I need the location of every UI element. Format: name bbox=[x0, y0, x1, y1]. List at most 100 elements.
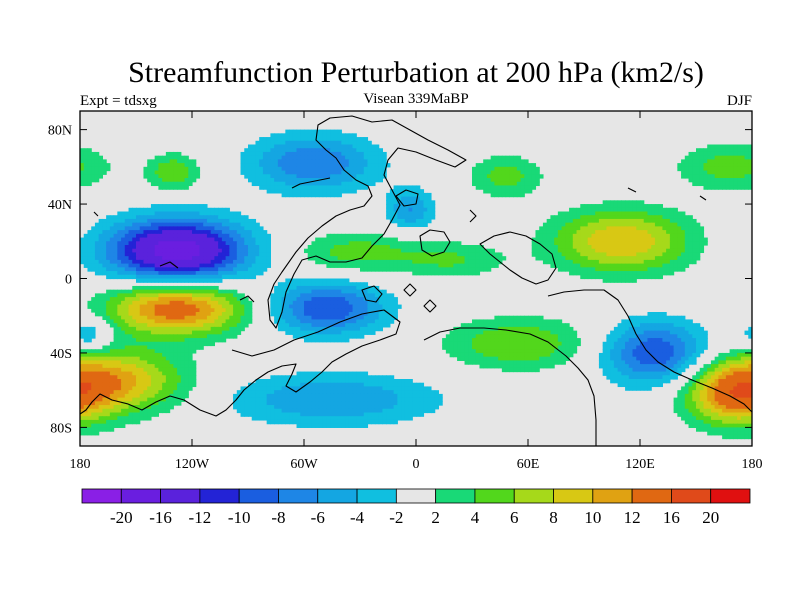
field-cell bbox=[210, 226, 215, 231]
field-cell bbox=[501, 155, 507, 160]
field-cell bbox=[124, 319, 130, 324]
field-cell bbox=[479, 166, 484, 172]
field-cell bbox=[360, 293, 365, 298]
field-cell bbox=[684, 222, 690, 227]
field-cell bbox=[292, 192, 298, 198]
field-cell bbox=[468, 345, 473, 350]
field-cell bbox=[610, 222, 615, 227]
field-cell bbox=[360, 248, 365, 254]
field-cell bbox=[143, 341, 148, 347]
field-cell bbox=[270, 189, 275, 194]
field-cell bbox=[180, 185, 186, 190]
field-cell bbox=[341, 155, 346, 160]
field-cell bbox=[565, 222, 570, 227]
field-cell bbox=[289, 289, 294, 294]
field-cell bbox=[139, 230, 145, 235]
field-cell bbox=[382, 163, 387, 168]
field-cell bbox=[109, 345, 115, 350]
field-cell bbox=[572, 233, 578, 239]
field-cell bbox=[132, 226, 137, 231]
field-cell bbox=[666, 338, 671, 343]
field-cell bbox=[188, 215, 193, 220]
field-cell bbox=[192, 222, 197, 227]
field-cell bbox=[688, 233, 693, 239]
field-cell bbox=[740, 166, 746, 172]
field-cell bbox=[124, 334, 130, 339]
field-cell bbox=[718, 170, 723, 175]
field-cell bbox=[147, 245, 152, 250]
field-cell bbox=[91, 166, 96, 172]
field-cell bbox=[662, 230, 667, 235]
field-cell bbox=[87, 334, 92, 339]
field-cell bbox=[169, 163, 174, 168]
field-cell bbox=[509, 189, 514, 194]
field-cell bbox=[113, 263, 118, 268]
field-cell bbox=[423, 211, 428, 216]
field-cell bbox=[371, 267, 376, 272]
field-cell bbox=[274, 319, 279, 324]
field-cell bbox=[83, 174, 89, 179]
field-cell bbox=[289, 319, 294, 324]
field-cell bbox=[117, 315, 122, 321]
field-cell bbox=[419, 211, 425, 216]
field-cell bbox=[643, 330, 649, 335]
field-cell bbox=[654, 204, 660, 209]
field-cell bbox=[457, 345, 462, 350]
field-cell bbox=[513, 330, 518, 335]
field-cell bbox=[289, 144, 294, 149]
field-cell bbox=[345, 233, 350, 239]
field-cell bbox=[248, 267, 253, 272]
field-cell bbox=[703, 338, 708, 343]
field-cell bbox=[109, 300, 115, 306]
field-cell bbox=[311, 140, 316, 146]
field-cell bbox=[169, 218, 174, 224]
field-cell bbox=[542, 222, 548, 227]
field-cell bbox=[348, 300, 354, 306]
field-cell bbox=[173, 237, 178, 242]
field-cell bbox=[613, 237, 619, 242]
field-cell bbox=[348, 151, 354, 157]
field-cell bbox=[180, 248, 186, 254]
field-cell bbox=[106, 163, 111, 168]
field-cell bbox=[248, 222, 253, 227]
field-cell bbox=[356, 300, 361, 306]
field-cell bbox=[371, 151, 376, 157]
field-cell bbox=[147, 159, 152, 164]
field-cell bbox=[199, 226, 204, 231]
field-cell bbox=[173, 330, 178, 335]
field-cell bbox=[102, 170, 107, 175]
field-cell bbox=[654, 207, 660, 213]
field-cell bbox=[501, 330, 507, 335]
field-cell bbox=[251, 166, 257, 172]
field-cell bbox=[569, 207, 574, 213]
field-cell bbox=[165, 248, 171, 254]
field-cell bbox=[106, 259, 111, 265]
field-cell bbox=[289, 282, 294, 287]
field-cell bbox=[173, 233, 178, 239]
field-cell bbox=[374, 300, 380, 306]
field-cell bbox=[162, 326, 167, 332]
field-cell bbox=[654, 215, 660, 220]
field-cell bbox=[509, 163, 514, 168]
field-cell bbox=[285, 278, 290, 283]
field-cell bbox=[636, 330, 641, 335]
field-cell bbox=[154, 326, 159, 332]
field-cell bbox=[337, 137, 342, 142]
field-cell bbox=[569, 215, 574, 220]
field-cell bbox=[460, 263, 466, 268]
field-cell bbox=[307, 174, 313, 179]
field-cell bbox=[374, 323, 380, 328]
field-cell bbox=[505, 330, 510, 335]
field-cell bbox=[464, 267, 469, 272]
field-cell bbox=[251, 248, 257, 254]
field-cell bbox=[729, 155, 734, 160]
field-cell bbox=[692, 159, 697, 164]
field-cell bbox=[613, 200, 619, 205]
field-cell bbox=[647, 259, 652, 265]
field-cell bbox=[412, 204, 417, 209]
field-cell bbox=[121, 259, 126, 265]
field-cell bbox=[494, 192, 499, 198]
field-cell bbox=[139, 252, 145, 257]
field-cell bbox=[259, 174, 264, 179]
field-cell bbox=[262, 166, 268, 172]
